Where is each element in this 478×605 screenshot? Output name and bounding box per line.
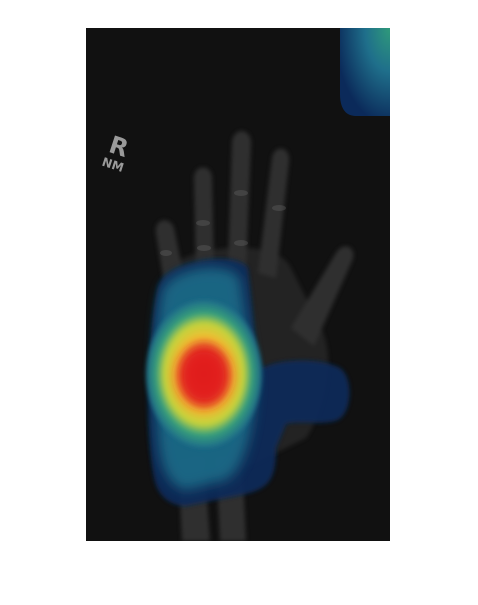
finger-middle: [228, 131, 252, 268]
xray-svg: [146, 28, 390, 541]
heatmap-peak: [178, 346, 230, 406]
xray-film: R NM: [86, 28, 390, 541]
heatmap-corner-blob: [340, 28, 390, 116]
finger-thumb: [291, 246, 354, 346]
finger-little: [155, 220, 184, 283]
finger-index: [258, 148, 290, 278]
bone-joints: [160, 190, 286, 256]
finger-ring: [194, 167, 214, 273]
